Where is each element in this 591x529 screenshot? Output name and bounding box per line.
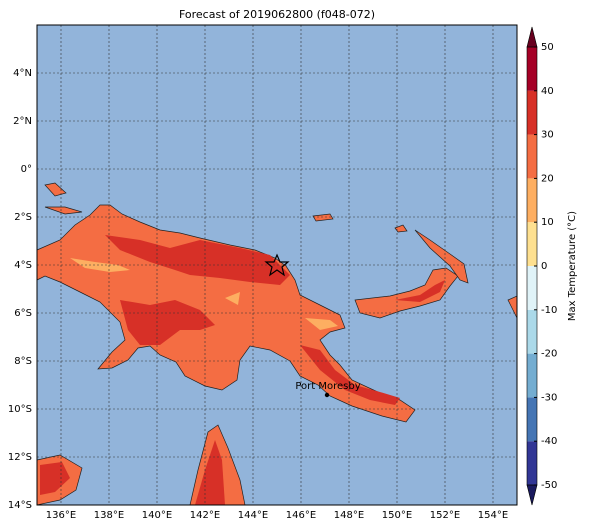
- y-tick-label: 6°S: [14, 308, 32, 319]
- colorbar-tick-label: -40: [541, 436, 557, 447]
- y-tick-label: 4°N: [13, 68, 32, 79]
- x-tick-label: 154°E: [478, 510, 508, 521]
- colorbar-tick-label: -30: [541, 392, 557, 403]
- colorbar-band: [527, 397, 537, 442]
- colorbar-label: Max Temperature (°C): [567, 211, 578, 321]
- colorbar-band: [527, 134, 537, 179]
- x-tick-label: 152°E: [430, 510, 460, 521]
- colorbar-band: [527, 47, 537, 91]
- colorbar-band: [527, 353, 537, 398]
- colorbar-tick-label: 50: [541, 42, 554, 53]
- x-tick-label: 150°E: [382, 510, 412, 521]
- y-tick-label: 4°S: [14, 260, 32, 271]
- colorbar-tick-label: -50: [541, 480, 557, 491]
- colorbar-band: [527, 178, 537, 223]
- y-tick-label: 12°S: [8, 452, 32, 463]
- colorbar-band: [527, 266, 537, 310]
- colorbar-tick-label: 20: [541, 173, 554, 184]
- colorbar-extend-low: [526, 484, 538, 506]
- x-tick-label: 138°E: [94, 510, 124, 521]
- city-label: Port Moresby: [295, 381, 360, 392]
- x-tick-label: 140°E: [142, 510, 172, 521]
- colorbar-tick-label: -10: [541, 305, 557, 316]
- y-tick-label: 8°S: [14, 356, 32, 367]
- y-tick-label: 2°N: [13, 116, 32, 127]
- station-marker: [264, 253, 290, 277]
- colorbar-extend-high: [526, 26, 538, 48]
- x-tick-label: 144°E: [238, 510, 268, 521]
- x-tick-label: 142°E: [190, 510, 220, 521]
- y-tick-label: 10°S: [8, 404, 32, 415]
- colorbar-tick-label: 10: [541, 217, 554, 228]
- map-frame: [36, 24, 518, 506]
- y-tick-label: 0°: [21, 164, 32, 175]
- land: [36, 182, 518, 506]
- x-tick-label: 148°E: [334, 510, 364, 521]
- city-marker: [324, 392, 330, 398]
- colorbar-band: [527, 441, 537, 485]
- colorbar-tick-label: 40: [541, 86, 554, 97]
- y-tick-label: 2°S: [14, 212, 32, 223]
- colorbar-tick-label: 0: [541, 261, 547, 272]
- colorbar-tick-label: -20: [541, 349, 557, 360]
- y-tick-label: 14°S: [8, 500, 32, 511]
- map-title: Forecast of 2019062800 (f048-072): [179, 8, 375, 21]
- x-tick-label: 146°E: [286, 510, 316, 521]
- colorbar-band: [527, 90, 537, 135]
- x-tick-label: 136°E: [46, 510, 76, 521]
- colorbar-band: [527, 222, 537, 266]
- colorbar-tick-label: 30: [541, 130, 554, 141]
- colorbar-band: [527, 309, 537, 354]
